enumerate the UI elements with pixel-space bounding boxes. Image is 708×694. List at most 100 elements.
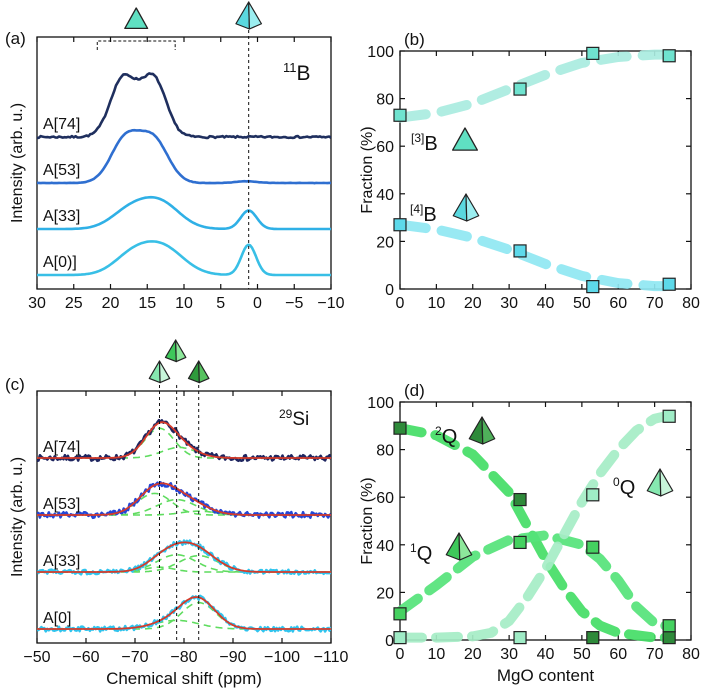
b4-tetrahedron-icon	[452, 193, 480, 222]
q1-tetrahedron-icon-face-right	[175, 339, 187, 363]
panel-a-xtick-label: 25	[65, 295, 83, 312]
b3-series-label: [3]B	[411, 131, 438, 155]
panel-c-series-label: A[33]	[43, 553, 80, 570]
panel-d-ytick-label: 20	[376, 585, 394, 602]
tetrahedron-icon-face-right	[248, 1, 263, 30]
panel-d-ytick-label: 80	[376, 443, 394, 460]
panel-c-fit-component	[37, 554, 331, 573]
q1-series-tetrahedron-icon-face-right	[458, 532, 473, 561]
panel-a-xtick-label: −5	[285, 295, 303, 312]
panel-c-xtick-label: −110	[314, 649, 349, 666]
panel-d: 0 10 20 30 40 50 60 70 80 0 20 40 60 80 100 Fraction (%…	[359, 381, 700, 685]
panel-c-xtick-label: −70	[121, 649, 148, 666]
panel-b-ytick-label: 100	[367, 44, 394, 61]
panel-b-ylabel: Fraction (%)	[359, 126, 376, 213]
panel-b-data-marker	[393, 218, 407, 232]
panel-a-series-label: A[74]	[43, 116, 80, 133]
panel-a-series-label: A[0)]	[43, 254, 77, 271]
panel-c-fit-component	[37, 427, 331, 459]
panel-d-data-marker	[393, 631, 407, 645]
panel-a-spectrum-line	[37, 240, 331, 277]
b3-triangle-icon-shape	[451, 127, 479, 151]
panel-a-series-label: A[33]	[43, 208, 80, 225]
b4-tetrahedron-icon-face-left	[452, 193, 468, 222]
panel-b-ytick-label: 80	[376, 92, 394, 109]
q1-series-tetrahedron-icon	[445, 532, 473, 561]
panel-a-xtick-label: 15	[138, 295, 156, 312]
q0-tetrahedron-icon-face-left	[148, 360, 161, 384]
panel-a-bracket	[96, 40, 176, 50]
q2-tetrahedron-icon-face-right	[198, 360, 210, 384]
panel-b-data-marker	[513, 244, 527, 258]
panel-d-ytick-label: 40	[376, 538, 394, 555]
panel-b-data-marker	[662, 49, 676, 63]
panel-a-letter: (a)	[5, 29, 26, 48]
panel-d-fit-curve	[395, 530, 671, 631]
panel-c-fit-envelope	[37, 541, 331, 573]
panel-d-xtick-label: 20	[464, 646, 482, 663]
panel-a-xtick-label: 10	[175, 295, 193, 312]
panel-c-fit-envelope	[37, 421, 331, 459]
panel-c-fit-component	[37, 553, 331, 573]
panel-d-ylabel: Fraction (%)	[359, 477, 376, 564]
q0-tetrahedron-icon-face-right	[158, 360, 171, 384]
panel-d-xtick-label: 0	[396, 646, 405, 663]
panel-b-data-marker	[586, 46, 600, 60]
panel-a-spectrum-line	[37, 128, 331, 185]
panel-a-spectrum-line	[37, 195, 331, 231]
q2-series-label: 2Q	[435, 424, 457, 448]
q1-tetrahedron-icon	[164, 339, 187, 363]
panel-d-data-marker	[586, 488, 600, 502]
panel-b-fit-curve	[395, 49, 671, 123]
panel-c-ylabel: Intensity (arb. u.)	[9, 457, 26, 577]
panel-c-axes-frame	[36, 390, 332, 644]
panel-a-series-label: A[53]	[43, 162, 80, 179]
panel-b-xtick-label: 0	[396, 295, 405, 312]
panel-d-data-marker	[662, 409, 676, 423]
q0-series-tetrahedron-icon	[646, 468, 674, 497]
panel-c-spectrum-line	[37, 539, 331, 576]
panel-c-series-label: A[0]	[43, 610, 71, 627]
panel-b-xtick-label: 70	[646, 295, 664, 312]
q2-series-tetrahedron-icon-face-left	[468, 416, 484, 445]
panel-d-data-marker	[393, 607, 407, 621]
panel-d-xtick-label: 60	[609, 646, 627, 663]
panel-a: 30 25 20 15 10 5 0 −5 −10 Intensity (arb. u.) A[74…	[5, 1, 345, 312]
panel-d-xtick-label: 40	[537, 646, 555, 663]
panel-d-xtick-label: 30	[500, 646, 518, 663]
panel-c-xtick-label: −100	[264, 649, 300, 666]
panel-d-xtick-label: 50	[573, 646, 591, 663]
panel-b-ytick-label: 60	[376, 139, 394, 156]
panel-c-xtick-label: −50	[23, 649, 50, 666]
panel-b-xtick-label: 40	[537, 295, 555, 312]
panel-b-data-marker	[586, 280, 600, 294]
panel-b-axes-frame	[399, 50, 692, 290]
panel-d-xtick-label: 10	[427, 646, 445, 663]
panel-c-xtick-label: −80	[170, 649, 197, 666]
panel-c-fit-envelope	[37, 482, 331, 516]
q0-series-tetrahedron-icon-face-left	[646, 468, 662, 497]
panel-c-nucleus-label: 29Si	[279, 407, 309, 430]
panel-a-xtick-label: 20	[102, 295, 120, 312]
panel-d-letter: (d)	[404, 381, 425, 400]
panel-c-plot-area	[37, 418, 331, 633]
panel-b-xtick-label: 80	[682, 295, 700, 312]
panel-d-data-marker	[513, 535, 527, 550]
q2-series-tetrahedron-icon	[468, 416, 496, 445]
panel-d-data-marker	[662, 631, 676, 645]
panel-a-xtick-label: 30	[28, 295, 46, 312]
panel-c-xtick-label: −60	[72, 649, 99, 666]
panel-b-xtick-label: 10	[427, 295, 445, 312]
panel-c-xlabel: Chemical shift (ppm)	[106, 669, 262, 688]
b4-tetrahedron-icon-face-right	[465, 193, 480, 222]
panel-c-series-label: A[53]	[43, 496, 80, 513]
panel-c-spectrum-line	[37, 594, 331, 633]
panel-d-fit-curve	[395, 423, 671, 643]
q1-series-label: 1Q	[410, 541, 432, 565]
panel-c-fit-envelope	[37, 596, 331, 630]
panel-a-plot-area	[37, 72, 331, 277]
panel-c-series-label: A[74]	[43, 439, 80, 456]
panel-c-spectrum-line	[37, 480, 331, 520]
panel-d-data-marker	[393, 421, 407, 435]
